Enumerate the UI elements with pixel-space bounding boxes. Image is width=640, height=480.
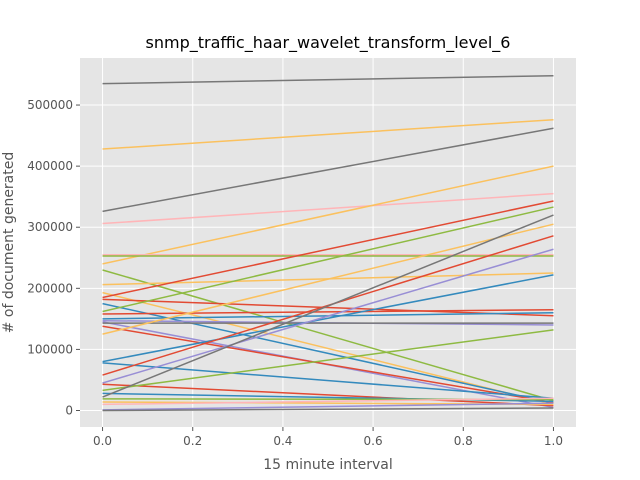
x-tick-label: 1.0 (544, 434, 563, 448)
series-line-8 (102, 269, 554, 402)
series-line-2 (102, 118, 554, 150)
series-line-32 (102, 397, 554, 406)
x-tick-label: 0.0 (93, 434, 112, 448)
series-line-13 (102, 302, 554, 404)
x-tick-label: 0.8 (454, 434, 473, 448)
y-tick-label: 100000 (27, 342, 73, 356)
series-line-20 (102, 325, 554, 404)
series-line-3 (102, 127, 554, 213)
y-tick-label: 400000 (27, 159, 73, 173)
series-line-26 (102, 383, 554, 407)
series-line-21 (102, 223, 554, 335)
series-line-22 (102, 274, 554, 363)
series-line-23 (102, 362, 554, 400)
x-tick-label: 0.2 (183, 434, 202, 448)
x-tick-label: 0.6 (364, 434, 383, 448)
series-line-29 (102, 214, 554, 398)
x-tick-label: 0.4 (273, 434, 292, 448)
y-tick-label: 500000 (27, 98, 73, 112)
series-line-33 (102, 402, 554, 411)
y-tick-label: 300000 (27, 220, 73, 234)
series-line-34 (102, 407, 554, 412)
chart-title: snmp_traffic_haar_wavelet_transform_leve… (146, 33, 511, 53)
y-axis-label: # of document generated (1, 152, 17, 334)
series-line-4 (102, 192, 554, 225)
series-line-25 (102, 248, 554, 384)
series-line-10 (102, 291, 554, 406)
series-line-11 (102, 200, 554, 299)
series-line-14 (102, 206, 554, 313)
x-axis-label: 15 minute interval (263, 457, 392, 473)
series-line-15 (102, 308, 554, 315)
plot-area (80, 58, 576, 427)
y-axis: 0 100000 200000 300000 400000 500000 (27, 98, 80, 418)
y-tick-label: 0 (65, 404, 73, 418)
y-tick-label: 200000 (27, 281, 73, 295)
series-line-27 (102, 329, 554, 392)
series-layer (102, 74, 554, 412)
x-axis: 0.0 0.2 0.4 0.6 0.8 1.0 (93, 427, 563, 448)
series-line-1 (102, 74, 554, 85)
series-line-5 (102, 165, 554, 265)
